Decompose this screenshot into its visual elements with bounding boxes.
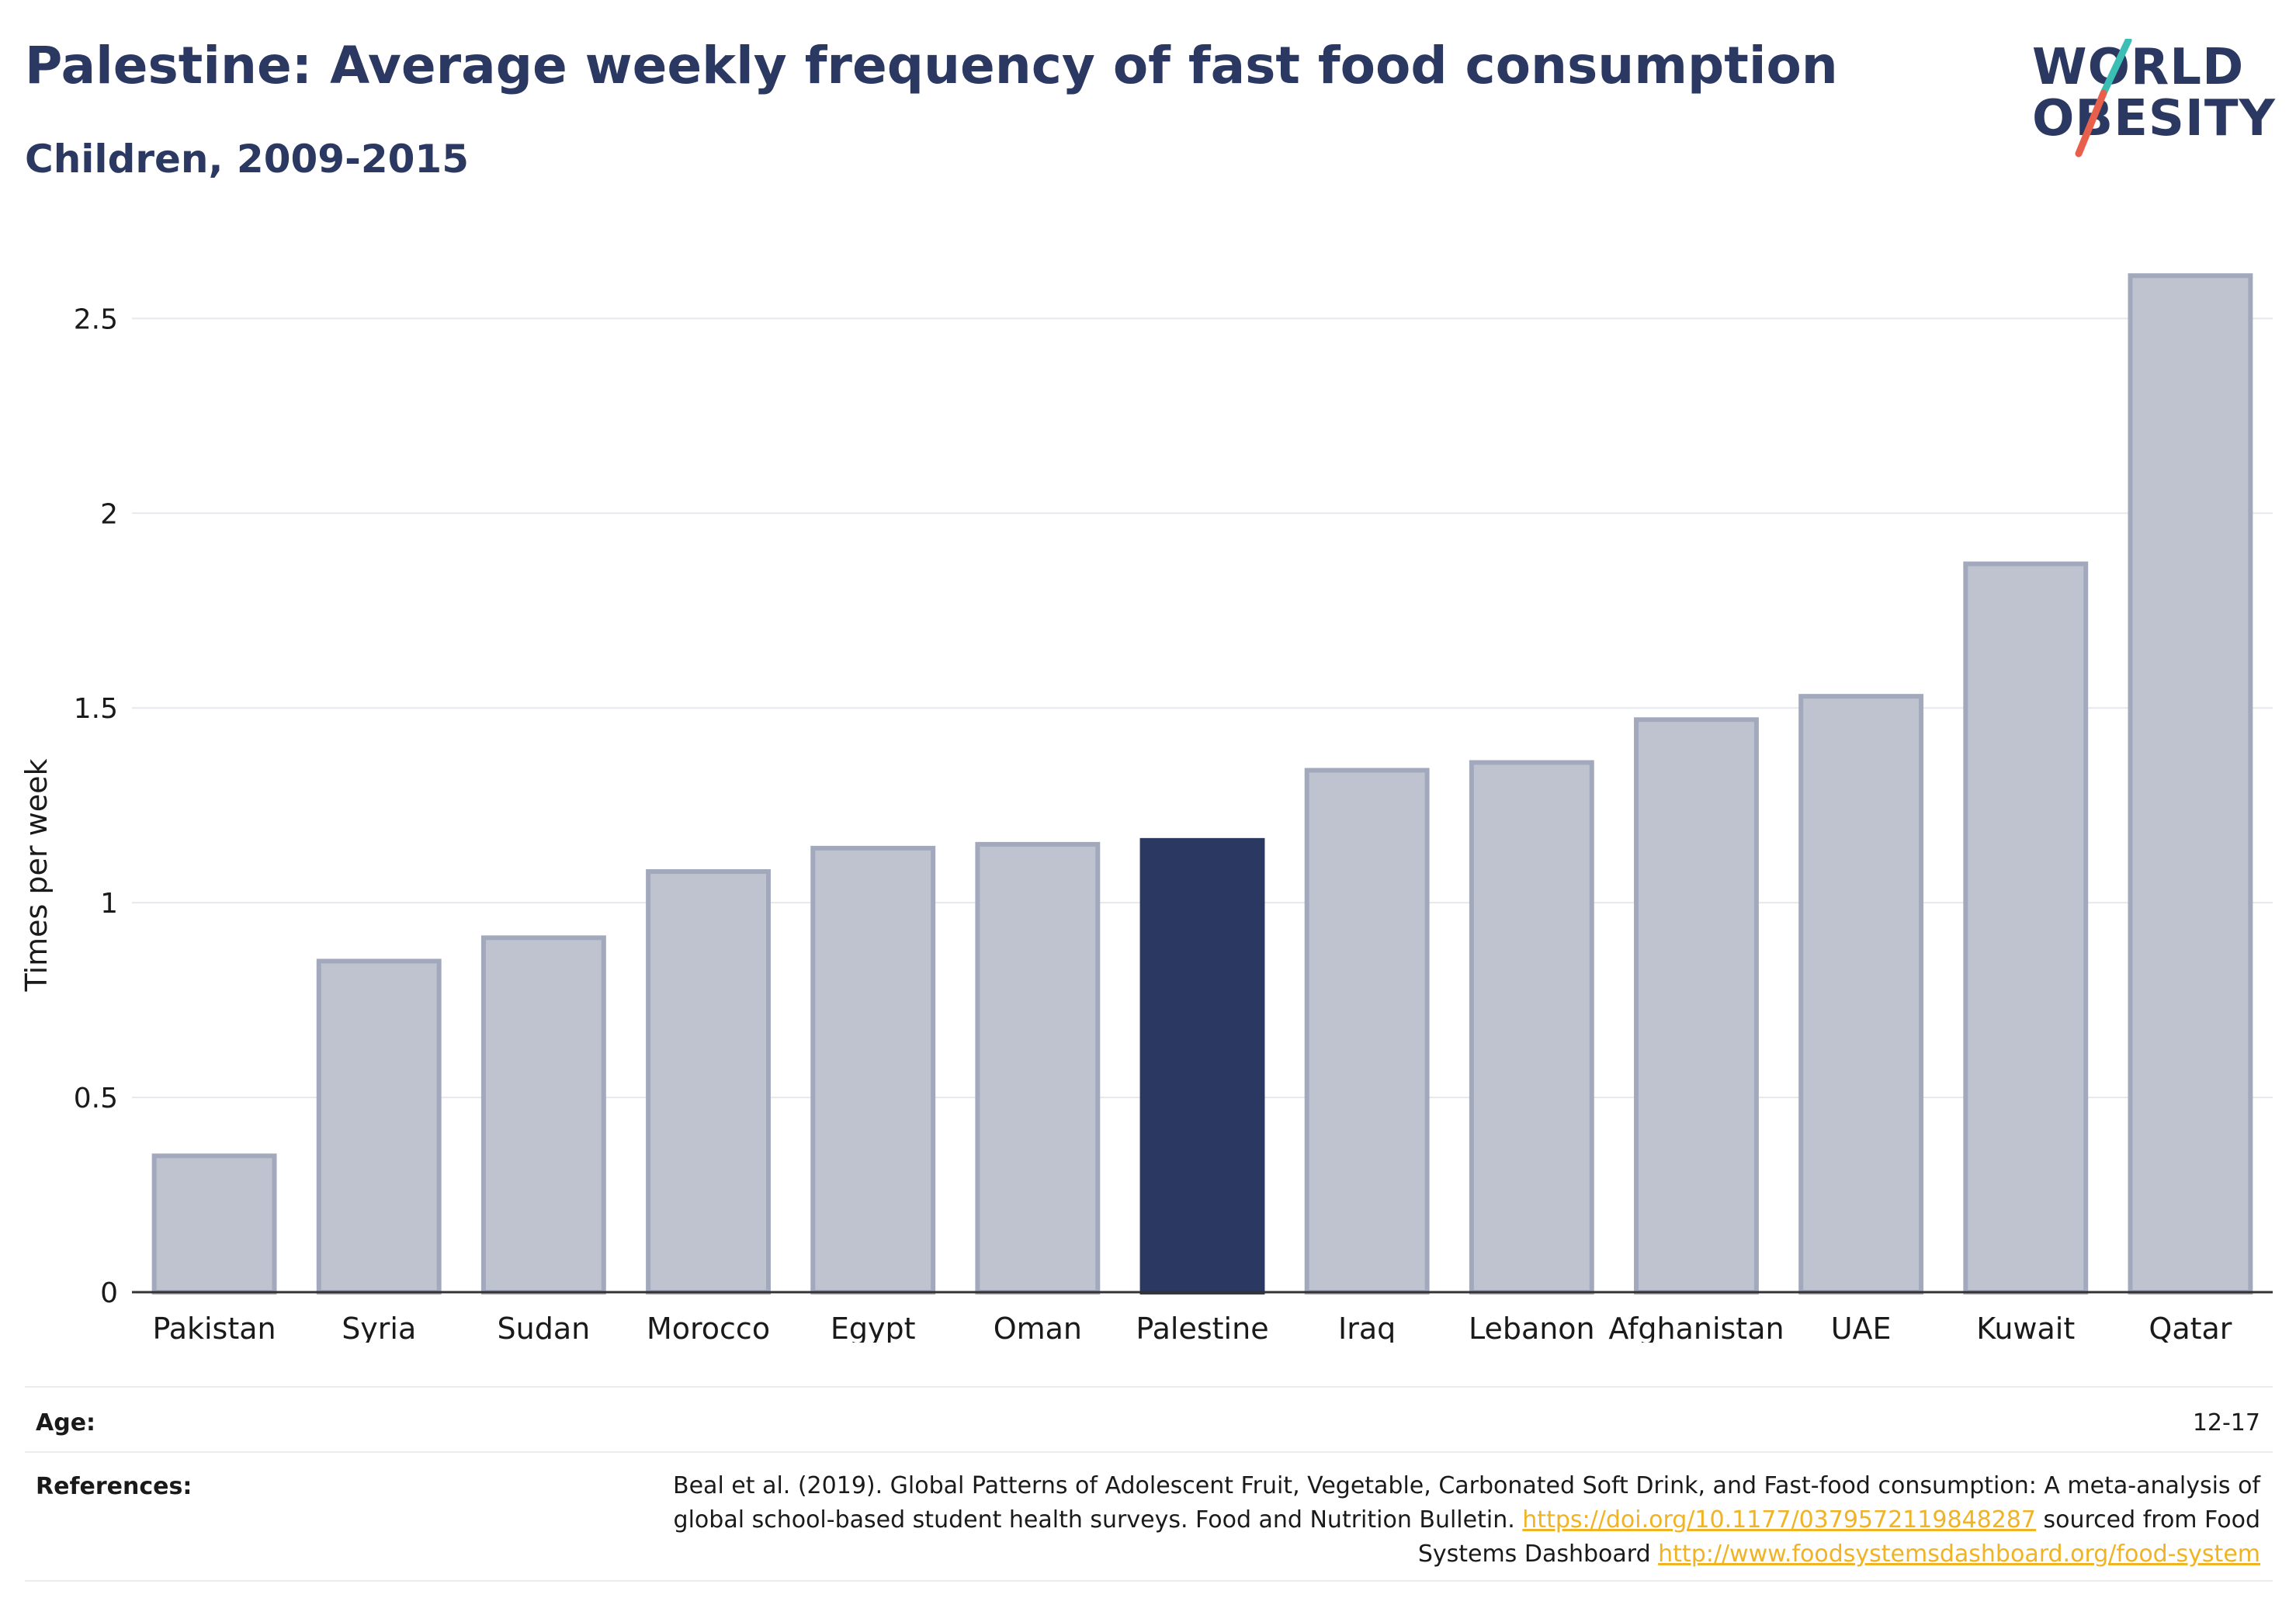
y-tick-label: 2.5 <box>74 303 118 335</box>
y-tick-label: 0.5 <box>74 1083 118 1114</box>
references-doi-link[interactable]: https://doi.org/10.1177/0379572119848287 <box>1522 1506 2036 1534</box>
x-tick-label: Oman <box>994 1312 1082 1343</box>
bar <box>316 958 442 1294</box>
x-tick-label: Lebanon <box>1469 1312 1595 1343</box>
chart-subtitle: Children, 2009-2015 <box>25 137 469 182</box>
y-tick-label: 1 <box>100 888 118 920</box>
meta-divider-top <box>25 1386 2273 1388</box>
y-axis-label: Times per week <box>19 759 54 993</box>
bar <box>646 869 771 1294</box>
bar <box>1798 694 1924 1294</box>
x-tick-label: Palestine <box>1136 1312 1268 1343</box>
meta-divider-bottom <box>25 1580 2273 1582</box>
references-text-part-1: Beal et al. (2019). Global Patterns of A… <box>673 1472 2260 1534</box>
x-tick-label: Syria <box>342 1312 416 1343</box>
x-tick-label: Kuwait <box>1976 1312 2075 1343</box>
references-text: Beal et al. (2019). Global Patterns of A… <box>607 1469 2260 1572</box>
x-tick-label: Qatar <box>2149 1312 2232 1343</box>
x-tick-label: Afghanistan <box>1608 1312 1784 1343</box>
logo-line-1: WORLD <box>2032 39 2245 96</box>
bar <box>975 841 1101 1294</box>
x-tick-label: Pakistan <box>153 1312 276 1343</box>
logo-slash-icon <box>2075 39 2132 158</box>
bar <box>1634 717 1759 1294</box>
bar <box>151 1153 277 1294</box>
bar <box>1963 561 2089 1294</box>
bar <box>810 845 936 1294</box>
bar <box>1469 760 1594 1294</box>
references-text-part-2: sourced from Food Systems Dashboard <box>1417 1506 2260 1568</box>
x-tick-label: UAE <box>1831 1312 1892 1343</box>
age-value: 12-17 <box>2192 1409 2260 1437</box>
world-obesity-logo: WORLD OBESITY <box>2026 39 2282 163</box>
x-tick-labels: Pakistan Syria Sudan Morocco Egypt Oman Palest… <box>153 1312 2232 1343</box>
meta-divider-middle <box>25 1451 2273 1453</box>
x-tick-label: Sudan <box>498 1312 591 1343</box>
bar <box>480 935 606 1294</box>
y-tick-label: 0 <box>100 1277 118 1309</box>
bar-highlighted <box>1139 837 1265 1294</box>
bar <box>2128 273 2253 1295</box>
y-tick-labels: 0 0.5 1 1.5 2 2.5 <box>74 303 118 1309</box>
y-tick-label: 2 <box>100 498 118 530</box>
bars <box>151 273 2253 1295</box>
x-tick-label: Morocco <box>647 1312 770 1343</box>
age-label: Age: <box>36 1409 96 1437</box>
bar-chart: 0 0.5 1 1.5 2 2.5 Pakistan Syria Sudan Morocco Eg… <box>19 273 2273 1343</box>
references-dashboard-link[interactable]: http://www.foodsystemsdashboard.org/food… <box>1658 1541 2260 1568</box>
references-label: References: <box>36 1473 192 1500</box>
x-tick-label: Egypt <box>831 1312 916 1343</box>
y-tick-label: 1.5 <box>74 693 118 725</box>
logo-line-2: OBESITY <box>2032 90 2276 147</box>
chart-title: Palestine: Average weekly frequency of f… <box>25 36 1838 95</box>
x-tick-label: Iraq <box>1338 1312 1396 1343</box>
bar <box>1304 768 1430 1294</box>
